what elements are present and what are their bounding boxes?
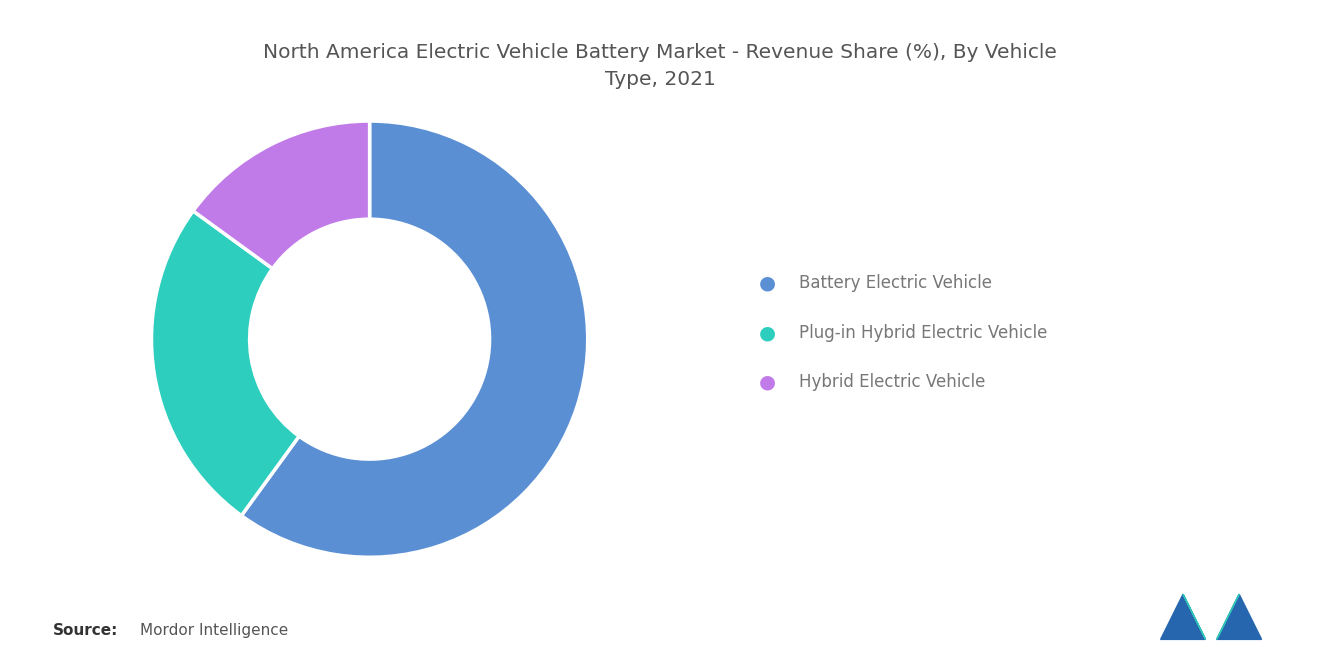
Text: ●: ● bbox=[759, 323, 776, 342]
Wedge shape bbox=[242, 121, 587, 557]
Polygon shape bbox=[1183, 595, 1205, 640]
Text: ●: ● bbox=[759, 273, 776, 292]
Text: North America Electric Vehicle Battery Market - Revenue Share (%), By Vehicle
Ty: North America Electric Vehicle Battery M… bbox=[263, 43, 1057, 88]
Text: Mordor Intelligence: Mordor Intelligence bbox=[140, 623, 288, 638]
Text: Battery Electric Vehicle: Battery Electric Vehicle bbox=[799, 273, 991, 292]
Text: Source:: Source: bbox=[53, 623, 119, 638]
Text: Plug-in Hybrid Electric Vehicle: Plug-in Hybrid Electric Vehicle bbox=[799, 323, 1047, 342]
Text: Hybrid Electric Vehicle: Hybrid Electric Vehicle bbox=[799, 373, 985, 392]
Polygon shape bbox=[1217, 595, 1239, 640]
Polygon shape bbox=[1160, 595, 1205, 640]
Wedge shape bbox=[193, 121, 370, 269]
Wedge shape bbox=[152, 211, 300, 515]
Text: ●: ● bbox=[759, 373, 776, 392]
Polygon shape bbox=[1217, 595, 1262, 640]
